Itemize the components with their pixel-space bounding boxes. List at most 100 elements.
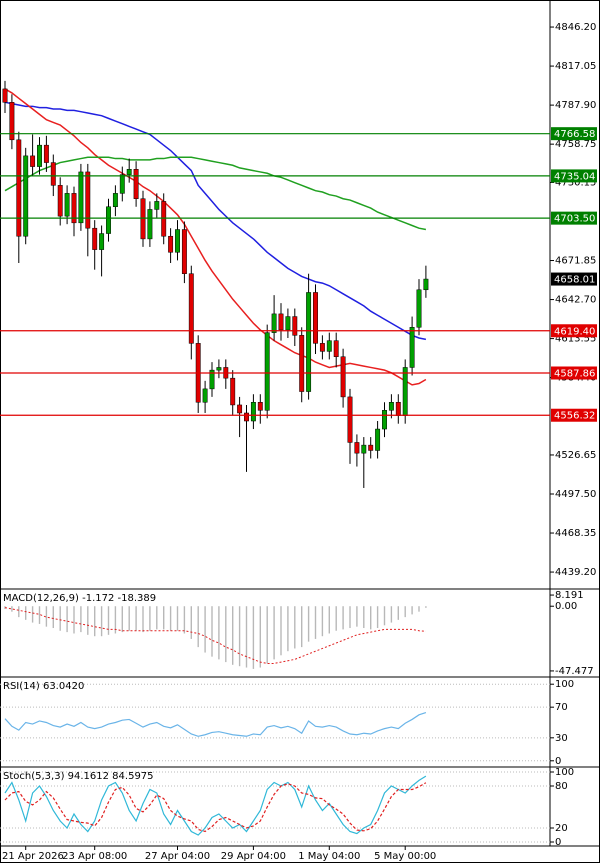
candle-body [2, 88, 8, 103]
macd-bar [294, 606, 296, 649]
candle-body [9, 102, 15, 141]
macd-bar [245, 606, 248, 668]
macd-bar [204, 606, 206, 653]
indicator-title: Stoch(5,3,3) 94.1612 84.5975 [3, 771, 154, 782]
candle-body [382, 410, 387, 430]
macd-bar [11, 606, 13, 612]
macd-bar [190, 606, 192, 639]
macd-bar [183, 606, 186, 634]
candle-body [71, 193, 77, 224]
macd-bar [273, 606, 275, 660]
macd-bar [176, 606, 179, 631]
macd-bar [390, 606, 393, 623]
candle-body [147, 209, 153, 240]
level-label-box [551, 127, 597, 141]
indicator-title: RSI(14) 63.0420 [3, 681, 84, 692]
macd-bar [418, 606, 420, 612]
macd-bar [169, 606, 172, 631]
macd-bar [252, 606, 255, 669]
y-tick-label: 100 [555, 767, 574, 778]
macd-bar [45, 606, 48, 627]
y-tick-label: 4787.90 [555, 100, 596, 111]
macd-bar [38, 606, 41, 624]
time-label: 23 Apr 08:00 [62, 851, 127, 862]
candle-body [237, 404, 243, 414]
macd-bar [314, 606, 317, 639]
moving-average [4, 88, 427, 386]
candle-body [361, 444, 367, 454]
candle-body [23, 155, 29, 237]
y-tick-label: -47.477 [555, 666, 594, 677]
macd-bar [31, 606, 34, 623]
y-tick-label: 4613.55 [555, 334, 596, 345]
candle-body [99, 233, 105, 250]
level-label: 4735.04 [554, 171, 595, 182]
candle-body [202, 388, 208, 403]
macd-bar [238, 606, 241, 667]
macd-bar [280, 606, 282, 656]
macd-bar [135, 606, 137, 631]
y-tick-label: 4671.85 [555, 256, 596, 267]
last-price-label: 4658.01 [554, 275, 595, 286]
level-label-box [551, 366, 597, 380]
macd-bar [142, 606, 144, 633]
candle-body [347, 396, 353, 443]
candle-body [175, 229, 180, 253]
macd-bar [18, 606, 20, 618]
macd-bar [328, 606, 330, 634]
macd-bar [80, 606, 82, 633]
level-label: 4766.58 [554, 129, 595, 140]
y-tick-label: 20 [555, 823, 568, 834]
level-label: 4587.86 [554, 368, 595, 379]
time-label: 5 May 00:00 [374, 851, 436, 862]
y-tick-label: 4526.65 [555, 450, 596, 461]
macd-bar [425, 606, 427, 608]
moving-average [4, 156, 427, 231]
y-tick-label: 0 [555, 837, 561, 848]
candle-body [30, 155, 36, 167]
candle-body [126, 169, 132, 175]
candle-body [278, 313, 284, 331]
macd-bar [266, 606, 268, 664]
y-tick-label: 80 [555, 781, 568, 792]
candle-body [402, 367, 408, 416]
indicator-line [4, 782, 427, 833]
candle-body [409, 327, 415, 368]
candle-body [188, 273, 194, 344]
macd-bar [73, 606, 75, 634]
candle-body [423, 278, 429, 291]
macd-bar [335, 606, 337, 631]
candle-body [140, 198, 146, 240]
candle-body [388, 402, 394, 411]
candle-body [161, 201, 167, 237]
time-label: 1 May 04:00 [298, 851, 360, 862]
macd-bar [232, 606, 234, 665]
macd-bar [363, 606, 365, 629]
candle-body [333, 340, 339, 357]
macd-bar [342, 606, 344, 630]
y-tick-label: 8.191 [555, 590, 584, 601]
y-tick-label: 30 [555, 733, 568, 744]
macd-bar [197, 606, 199, 648]
time-label: 21 Apr 2026 [2, 851, 64, 862]
level-label-box [551, 408, 597, 422]
macd-bar [376, 606, 379, 629]
macd-bar [349, 606, 351, 629]
level-label: 4703.50 [554, 214, 595, 225]
indicator-title: MACD(12,26,9) -1.172 -18.389 [3, 593, 156, 604]
candle-body [133, 169, 139, 199]
candle-body [50, 162, 56, 186]
candle-body [354, 442, 360, 454]
macd-bar [370, 606, 372, 630]
y-tick-label: 4846.20 [555, 22, 596, 33]
macd-bar [259, 606, 261, 668]
moving-average [4, 101, 427, 341]
candle-body [43, 144, 49, 163]
candle-body [313, 292, 318, 344]
candle-body [168, 235, 174, 253]
candle-body [106, 206, 111, 234]
macd-bar [66, 606, 68, 633]
candle-body [292, 316, 298, 336]
candle-body [154, 201, 160, 210]
